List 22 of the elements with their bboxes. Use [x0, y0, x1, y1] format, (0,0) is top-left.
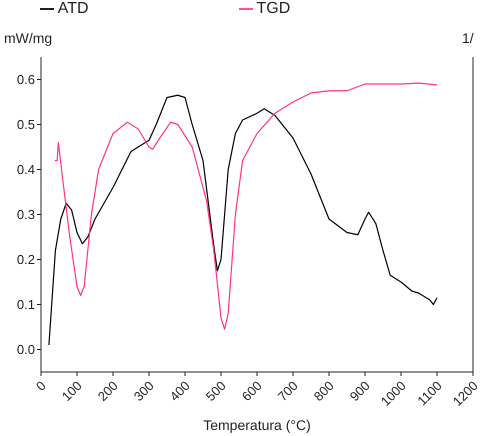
y-tick-label: 0.3 [16, 207, 35, 222]
x-tick-label: 700 [274, 378, 301, 404]
x-axis-title: Temperatura (°C) [203, 417, 311, 433]
x-tick-label: 0 [33, 378, 49, 394]
y-tick-label: 0.2 [16, 252, 35, 268]
x-tick-label: 300 [130, 378, 157, 404]
x-tick-label: 800 [310, 378, 337, 404]
x-tick-label: 400 [166, 378, 193, 404]
x-tick-label: 100 [58, 378, 85, 404]
y-axis-title: mW/mg [4, 30, 52, 46]
legend-label: ATD [58, 0, 89, 17]
y-tick-label: 0.4 [16, 162, 35, 178]
x-tick-label: 500 [202, 378, 229, 404]
x-tick-label: 600 [238, 378, 265, 404]
y2-axis-title: 1/ [462, 30, 474, 46]
y-tick-label: 0.5 [16, 117, 35, 132]
y-tick-label: 0.1 [16, 297, 35, 312]
x-tick-label: 900 [346, 378, 373, 404]
y-tick-label: 0.6 [16, 72, 35, 88]
x-tick-label: 200 [94, 378, 121, 404]
legend-label: TGD [256, 0, 290, 17]
y-tick-label: 0.0 [16, 342, 35, 358]
